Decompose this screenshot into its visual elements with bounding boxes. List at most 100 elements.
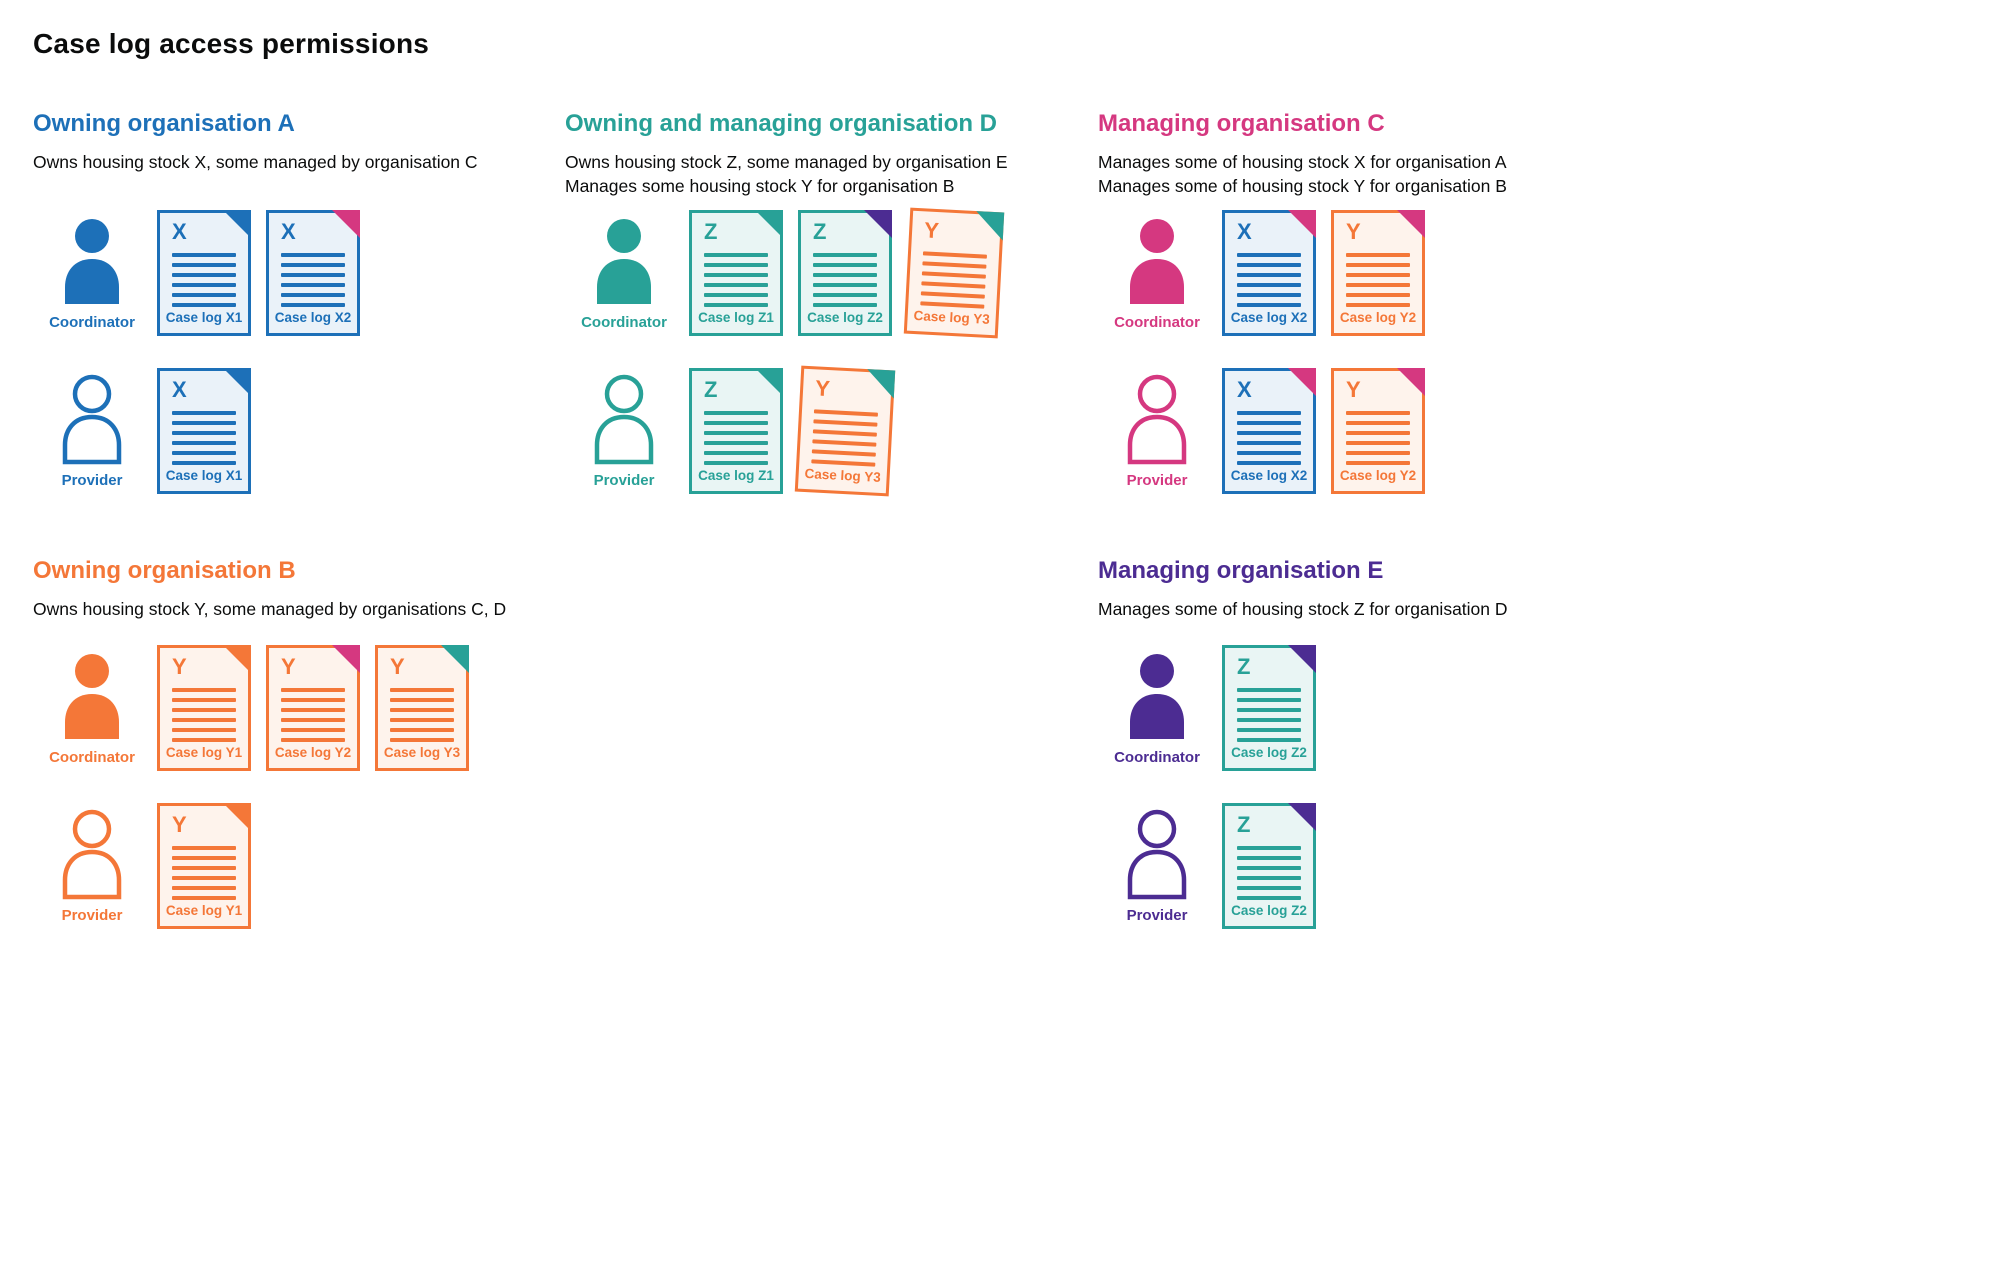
doc-fold-corner-icon <box>223 210 251 238</box>
org-section-org-c: Managing organisation C Manages some of h… <box>1098 103 1558 526</box>
doc-label: Case log Z2 <box>1231 903 1307 918</box>
section-rows: Coordinator Z Case log Z1 Z Case log Z2 Y Case… <box>565 207 1085 497</box>
coordinator-person-icon <box>1130 654 1184 739</box>
doc-text-lines <box>172 846 236 900</box>
provider-person-icon <box>1127 809 1187 900</box>
provider-row: Provider Z Case log Z1 Y Case log Y3 <box>565 365 1085 497</box>
doc-fold-corner-icon <box>1288 210 1316 238</box>
doc-label: Case log Y3 <box>804 465 882 485</box>
doc-fold-corner-icon <box>441 645 469 673</box>
doc-stock-letter: Z <box>1237 812 1251 837</box>
section-description-line: Manages some housing stock Y for organis… <box>565 176 955 197</box>
doc-text-lines <box>704 253 768 307</box>
provider-figure: Provider <box>1098 803 1216 924</box>
doc-text-lines <box>1237 253 1301 307</box>
docs-group: Z Case log Z2 <box>1222 803 1316 929</box>
case-log-doc: Y Case log Y1 <box>157 803 251 929</box>
doc-stock-letter: Y <box>172 812 187 837</box>
doc-label: Case log Y1 <box>165 903 243 918</box>
case-log-doc: Y Case log Y3 <box>903 207 1005 339</box>
doc-fold-corner-icon <box>1397 210 1425 238</box>
provider-row: Provider Z Case log Z2 <box>1098 803 1558 929</box>
section-description-line: Manages some of housing stock X for orga… <box>1098 152 1507 173</box>
docs-group: X Case log X2 Y Case log Y2 <box>1222 210 1425 336</box>
case-log-doc: X Case log X2 <box>1222 368 1316 494</box>
doc-label: Case log Y2 <box>1339 310 1417 325</box>
page-title: Case log access permissions <box>33 28 430 59</box>
docs-group: Y Case log Y1 <box>157 803 251 929</box>
section-heading: Owning and managing organisation D <box>565 110 998 137</box>
case-log-doc: Z Case log Z2 <box>798 210 892 336</box>
role-label: Coordinator <box>1114 749 1200 766</box>
provider-row: Provider Y Case log Y1 <box>33 803 553 929</box>
doc-stock-letter: Y <box>172 654 187 679</box>
case-log-doc: X Case log X1 <box>157 368 251 494</box>
doc-stock-letter: X <box>172 219 187 244</box>
doc-label: Case log Y2 <box>1339 468 1417 483</box>
doc-label: Case log Y1 <box>165 745 243 760</box>
section-heading: Managing organisation E <box>1098 557 1384 584</box>
section-description-line: Owns housing stock X, some managed by or… <box>33 152 478 173</box>
docs-group: Z Case log Z1 Z Case log Z2 Y Case log Y3 <box>689 207 1005 339</box>
doc-label: Case log X1 <box>165 310 243 325</box>
case-log-doc: X Case log X2 <box>1222 210 1316 336</box>
coordinator-row: Coordinator Z Case log Z1 Z Case log Z2 Y Case… <box>565 207 1085 339</box>
section-rows: Coordinator Z Case log Z2 Provider Z Case log… <box>1098 645 1558 929</box>
coordinator-person-icon <box>1130 219 1184 304</box>
coordinator-row: Coordinator X Case log X1 X Case log X2 <box>33 210 553 336</box>
doc-fold-corner-icon <box>865 369 896 399</box>
doc-text-lines <box>172 688 236 742</box>
provider-person-icon <box>62 374 122 465</box>
section-rows: Coordinator X Case log X1 X Case log X2 Provi… <box>33 210 553 494</box>
case-log-doc: Y Case log Y1 <box>157 645 251 771</box>
provider-row: Provider X Case log X1 <box>33 368 553 494</box>
provider-figure: Provider <box>565 368 683 489</box>
section-header: Owning and managing organisation D Owns h… <box>565 103 1085 210</box>
doc-text-lines <box>1237 411 1301 465</box>
section-description-line: Manages some of housing stock Z for orga… <box>1098 599 1508 620</box>
doc-stock-letter: Y <box>1346 219 1361 244</box>
docs-group: X Case log X1 <box>157 368 251 494</box>
coordinator-figure: Coordinator <box>1098 645 1216 766</box>
doc-text-lines <box>813 253 877 307</box>
org-section-org-e: Managing organisation E Manages some of h… <box>1098 550 1558 961</box>
doc-text-lines <box>172 253 236 307</box>
doc-label: Case log X1 <box>165 468 243 483</box>
coordinator-person-icon <box>65 654 119 739</box>
role-label: Provider <box>1126 472 1188 489</box>
docs-group: X Case log X1 X Case log X2 <box>157 210 360 336</box>
role-label: Provider <box>61 472 123 489</box>
case-log-doc: Z Case log Z2 <box>1222 645 1316 771</box>
doc-stock-letter: Y <box>390 654 405 679</box>
doc-fold-corner-icon <box>1288 803 1316 831</box>
coordinator-figure: Coordinator <box>33 210 151 331</box>
doc-label: Case log Y3 <box>383 745 461 760</box>
doc-stock-letter: X <box>172 377 187 402</box>
doc-fold-corner-icon <box>223 645 251 673</box>
docs-group: Z Case log Z2 <box>1222 645 1316 771</box>
section-header: Owning organisation A Owns housing stock … <box>33 103 553 210</box>
doc-fold-corner-icon <box>755 368 783 396</box>
case-log-doc: Y Case log Y2 <box>266 645 360 771</box>
doc-text-lines <box>281 253 345 307</box>
doc-label: Case log Y2 <box>274 745 352 760</box>
provider-row: Provider X Case log X2 Y Case log Y2 <box>1098 368 1558 494</box>
org-section-org-d: Owning and managing organisation D Owns h… <box>565 103 1085 526</box>
doc-stock-letter: Z <box>1237 654 1251 679</box>
section-rows: Coordinator X Case log X2 Y Case log Y2 Provi… <box>1098 210 1558 494</box>
doc-fold-corner-icon <box>1288 645 1316 673</box>
doc-fold-corner-icon <box>1288 368 1316 396</box>
role-label: Provider <box>61 907 123 924</box>
doc-label: Case log X2 <box>1230 310 1308 325</box>
org-section-org-a: Owning organisation A Owns housing stock … <box>33 103 553 526</box>
doc-text-lines <box>1346 411 1410 465</box>
org-section-org-b: Owning organisation B Owns housing stock … <box>33 550 553 961</box>
doc-stock-letter: X <box>1237 219 1252 244</box>
provider-figure: Provider <box>33 368 151 489</box>
coordinator-row: Coordinator X Case log X2 Y Case log Y2 <box>1098 210 1558 336</box>
case-log-doc: Z Case log Z2 <box>1222 803 1316 929</box>
case-log-doc: Y Case log Y3 <box>375 645 469 771</box>
case-log-doc: Z Case log Z1 <box>689 368 783 494</box>
doc-stock-letter: X <box>1237 377 1252 402</box>
coordinator-figure: Coordinator <box>565 210 683 331</box>
